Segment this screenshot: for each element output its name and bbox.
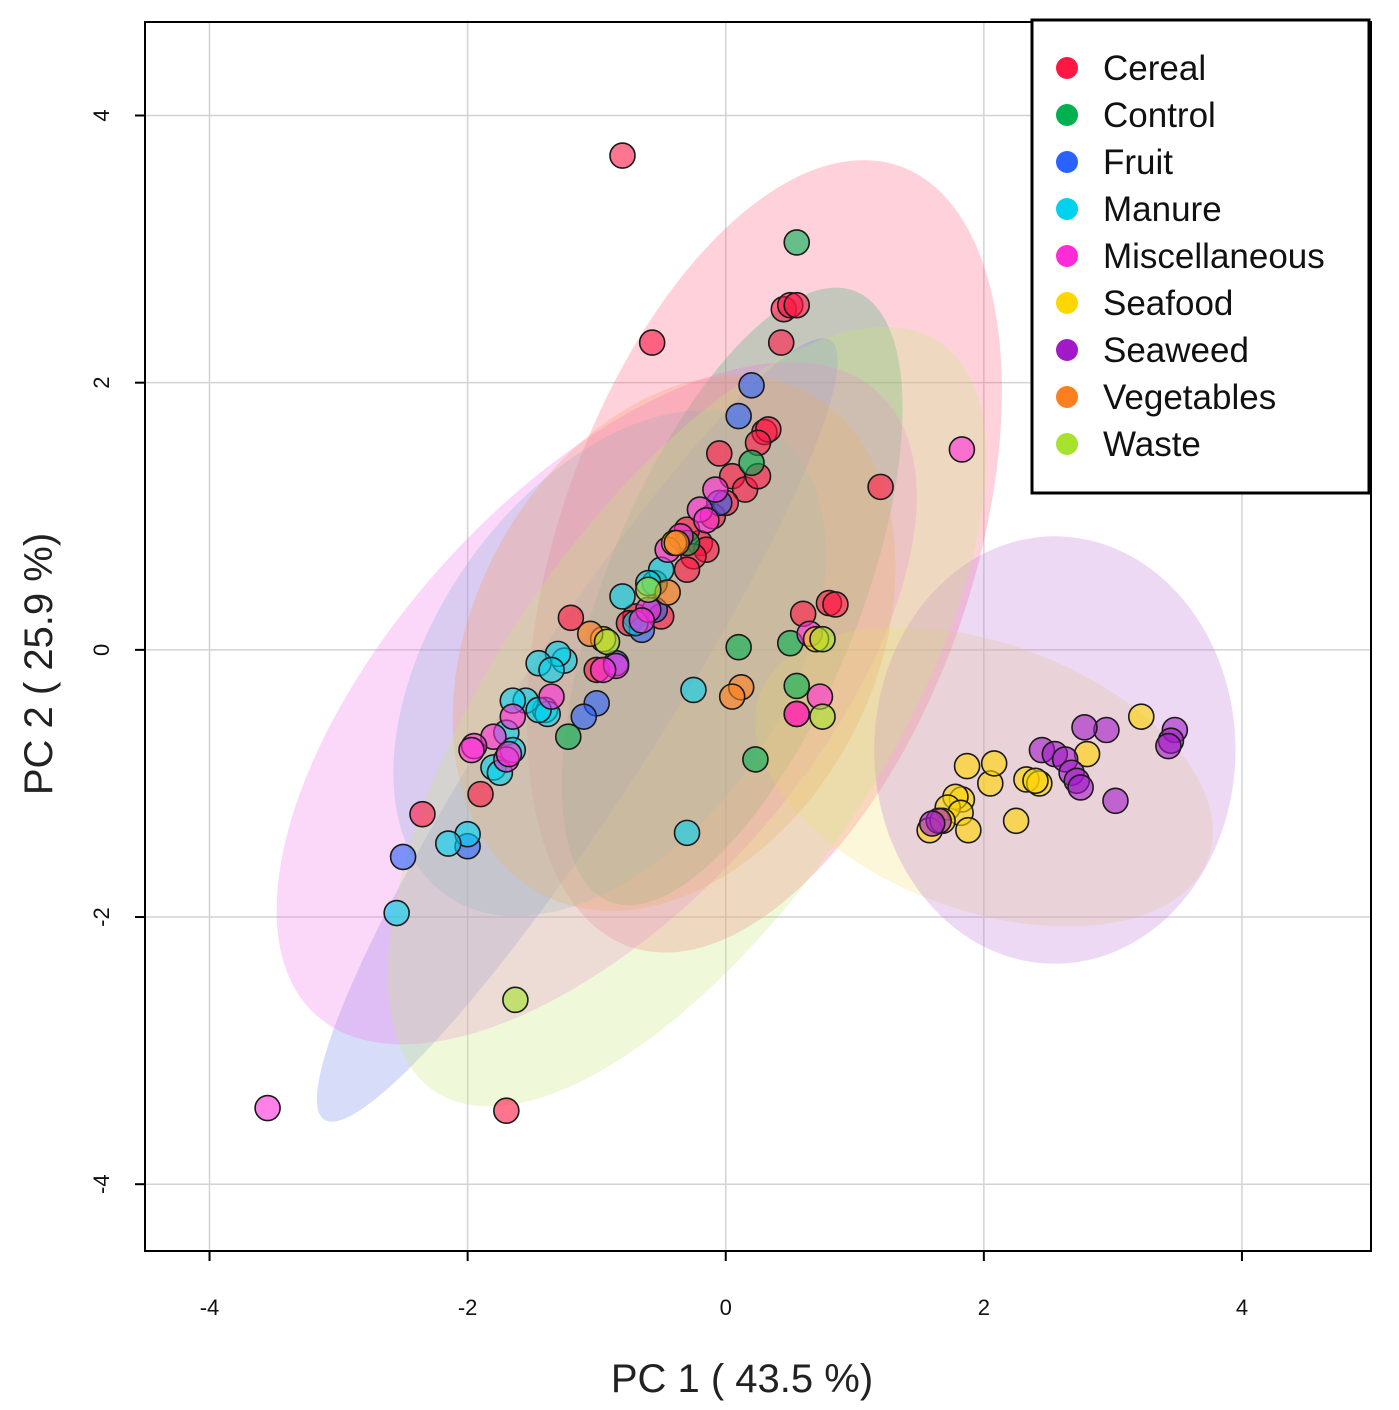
y-tick-label-2: 0 xyxy=(89,644,114,656)
point-seafood-6 xyxy=(980,750,1008,777)
legend-box xyxy=(1030,18,1371,495)
point-waste-0 xyxy=(635,576,662,604)
legend-swatch-miscellaneous xyxy=(1056,245,1078,267)
point-vegetables-0 xyxy=(663,529,690,557)
legend-swatch-fruit xyxy=(1056,151,1078,173)
point-cereal-20 xyxy=(673,556,701,584)
point-manure-16 xyxy=(434,830,462,857)
y-tick-label-4: 4 xyxy=(89,109,114,121)
legend-label-fruit: Fruit xyxy=(1103,143,1173,182)
x-axis-title: PC 1 ( 43.5 %) xyxy=(611,1357,873,1401)
point-control-5 xyxy=(742,746,769,773)
point-layer xyxy=(254,142,1189,1125)
legend-label-seafood: Seafood xyxy=(1103,284,1233,323)
point-cereal-5 xyxy=(638,329,666,356)
point-seafood-7 xyxy=(953,752,981,780)
point-manure-17 xyxy=(383,899,410,927)
point-fruit-0 xyxy=(738,372,765,399)
point-manure-20 xyxy=(680,676,707,704)
ellipse-vegetables xyxy=(452,375,896,911)
point-control-2 xyxy=(725,633,752,661)
ellipse-control xyxy=(561,287,903,906)
point-fruit-7 xyxy=(389,843,417,871)
legend-label-cereal: Cereal xyxy=(1103,49,1206,88)
x-tick-label-0: -4 xyxy=(200,1295,220,1320)
point-cereal-30 xyxy=(409,800,436,828)
point-control-6 xyxy=(554,723,582,750)
point-waste-1 xyxy=(593,628,621,656)
legend: Cereal Control Fruit Manure Miscellaneous Sea… xyxy=(1030,18,1371,495)
legend-swatch-manure xyxy=(1056,198,1078,220)
point-control-0 xyxy=(783,229,811,256)
legend-label-control: Control xyxy=(1103,96,1216,135)
point-miscellaneous-13 xyxy=(458,736,485,764)
x-tick-label-2: 0 xyxy=(720,1295,732,1320)
legend-swatch-waste xyxy=(1056,433,1078,455)
point-miscellaneous-8 xyxy=(538,683,565,710)
point-seaweed-3 xyxy=(1093,716,1120,744)
point-miscellaneous-7 xyxy=(589,656,617,684)
point-vegetables-3 xyxy=(718,683,746,710)
x-tick-label-3: 2 xyxy=(978,1295,990,1320)
legend-swatch-seaweed xyxy=(1056,339,1078,361)
legend-swatch-control xyxy=(1056,104,1078,126)
point-miscellaneous-18 xyxy=(254,1094,281,1122)
point-seaweed-11 xyxy=(1102,787,1129,815)
point-seaweed-13 xyxy=(918,810,946,837)
point-cereal-0 xyxy=(609,142,636,169)
point-waste-2 xyxy=(809,625,836,653)
point-manure-21 xyxy=(673,819,701,847)
legend-label-waste: Waste xyxy=(1103,425,1201,464)
y-tick-label-3: 2 xyxy=(89,377,114,389)
point-miscellaneous-19 xyxy=(948,436,976,463)
legend-swatch-seafood xyxy=(1056,292,1078,314)
point-waste-3 xyxy=(809,703,836,730)
point-waste-4 xyxy=(502,986,529,1014)
point-control-1 xyxy=(738,449,765,477)
point-miscellaneous-17 xyxy=(783,700,811,728)
tick-layer: -4 -2 0 2 4 -4 -2 0 2 4 xyxy=(89,109,1248,1320)
point-manure-2 xyxy=(609,583,636,610)
point-fruit-1 xyxy=(725,402,752,430)
point-miscellaneous-20 xyxy=(702,476,729,503)
legend-swatch-vegetables xyxy=(1056,386,1078,408)
plot-frame xyxy=(144,21,1372,1252)
point-manure-7 xyxy=(538,656,565,684)
point-miscellaneous-1 xyxy=(693,506,720,534)
x-tick-label-1: -2 xyxy=(458,1295,478,1320)
legend-label-seaweed: Seaweed xyxy=(1103,331,1249,370)
legend-label-manure: Manure xyxy=(1103,190,1222,229)
y-tick-label-1: -2 xyxy=(89,907,114,927)
ellipse-waste xyxy=(387,326,987,1107)
point-cereal-23 xyxy=(822,591,849,618)
y-tick-label-0: -4 xyxy=(89,1174,114,1194)
point-cereal-29 xyxy=(467,780,494,808)
point-cereal-31 xyxy=(493,1097,520,1125)
point-seafood-4 xyxy=(1022,767,1049,795)
point-cereal-3 xyxy=(783,291,811,319)
point-cereal-13 xyxy=(867,473,894,501)
point-seafood-0 xyxy=(1127,703,1155,730)
point-cereal-4 xyxy=(767,329,795,356)
legend-label-vegetables: Vegetables xyxy=(1103,378,1276,417)
point-miscellaneous-9 xyxy=(499,703,527,730)
point-fruit-6 xyxy=(570,703,598,730)
point-seafood-14 xyxy=(1002,807,1030,835)
legend-label-miscellaneous: Miscellaneous xyxy=(1103,237,1325,276)
x-tick-label-4: 4 xyxy=(1236,1295,1248,1320)
point-miscellaneous-5 xyxy=(628,607,656,634)
point-control-4 xyxy=(783,672,811,700)
point-seaweed-2 xyxy=(1155,732,1182,760)
legend-swatch-cereal xyxy=(1056,57,1078,79)
point-miscellaneous-14 xyxy=(495,740,523,768)
point-seaweed-4 xyxy=(1071,714,1098,741)
y-axis-title: PC 2 ( 25.9 %) xyxy=(17,533,61,795)
point-cereal-24 xyxy=(557,604,585,632)
point-cereal-9 xyxy=(705,440,733,467)
point-seafood-12 xyxy=(955,816,982,844)
ellipse-cereal xyxy=(526,160,1002,953)
point-seaweed-10 xyxy=(1067,774,1094,801)
